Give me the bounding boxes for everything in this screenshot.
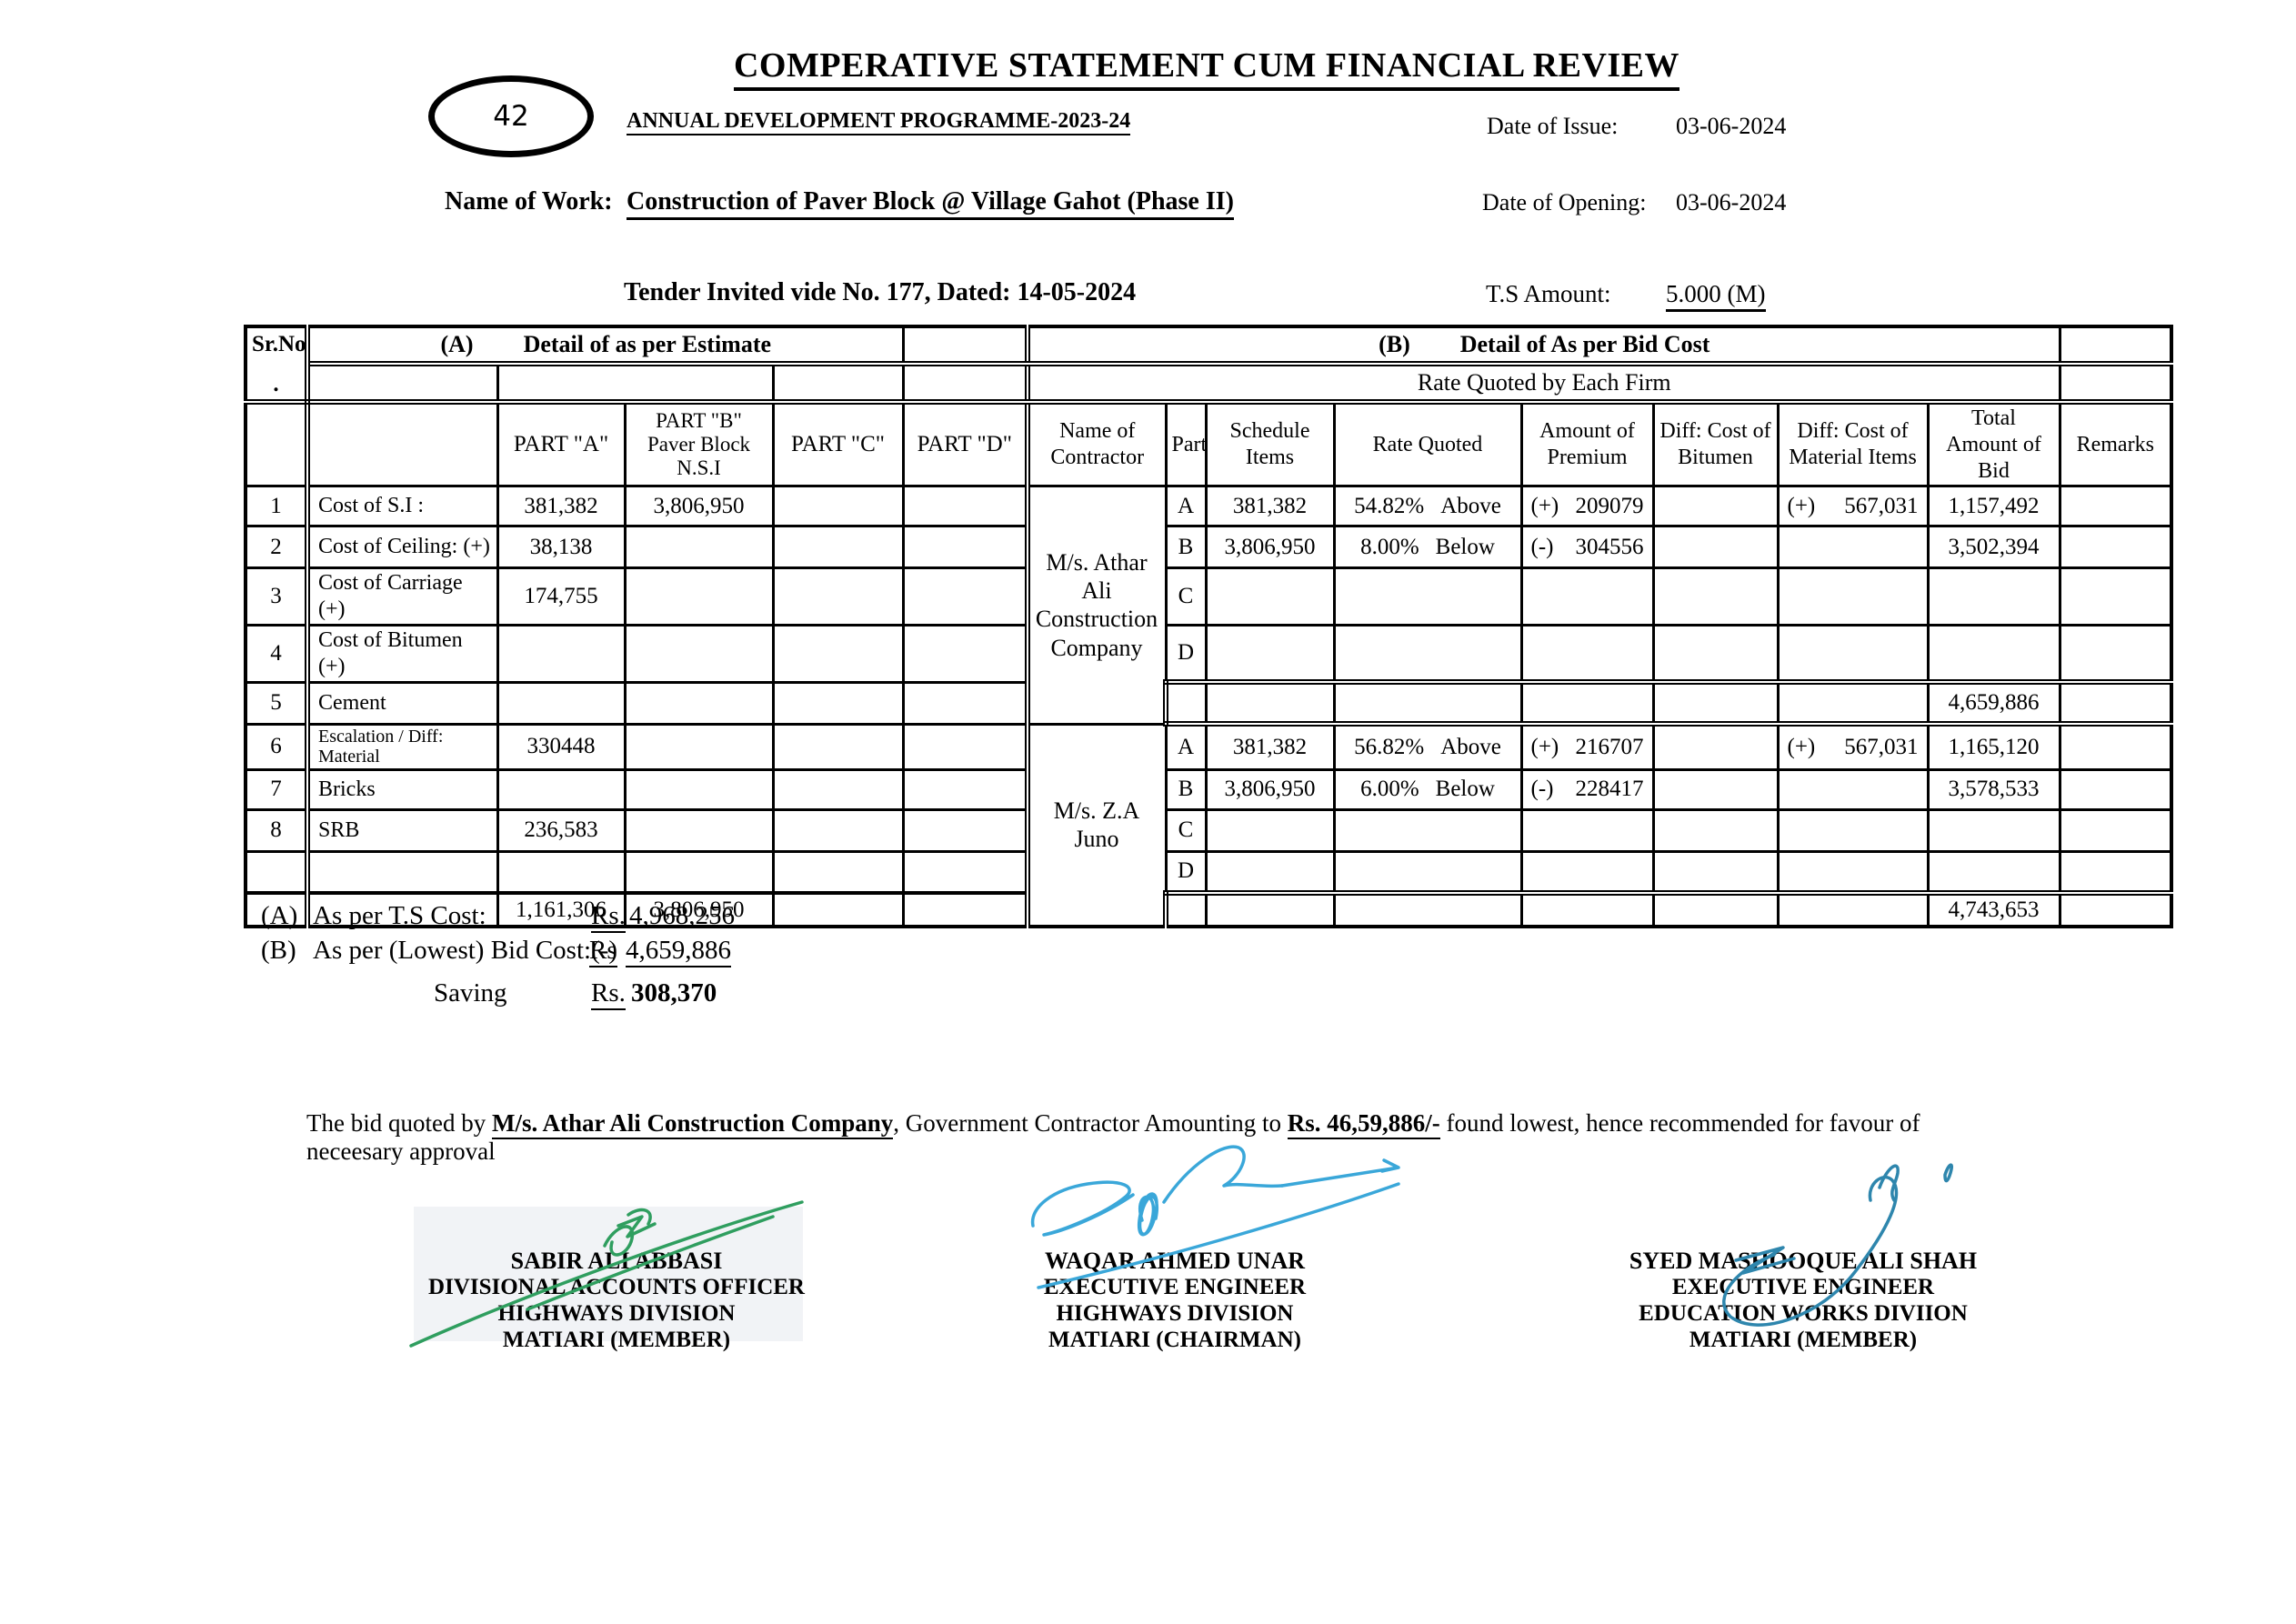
signatory-name: SABIR ALI ABBASI xyxy=(510,1248,723,1274)
signature-block-member-accounts: SABIR ALI ABBASI DIVISIONAL ACCOUNTS OFF… xyxy=(362,1248,871,1353)
signatory-division: EDUCATION WORKS DIVIION xyxy=(1639,1301,1968,1326)
section-b-header: (B) Detail of As per Bid Cost xyxy=(1025,325,2061,366)
col-part: Part xyxy=(1164,400,1208,488)
part-b-amount: 3,806,950 xyxy=(623,485,775,528)
date-of-opening-label: Date of Opening: xyxy=(1482,189,1647,216)
saving-value: 308,370 xyxy=(631,978,717,1007)
signature-block-chairman: WAQAR AHMED UNAR EXECUTIVE ENGINEER HIGH… xyxy=(920,1248,1429,1353)
summary-a-text: As per T.S Cost: xyxy=(313,901,486,930)
part-letter: A xyxy=(1164,485,1208,528)
section-a-header: (A) Detail of as per Estimate xyxy=(306,325,905,366)
diff-bitumen-value xyxy=(1651,485,1780,528)
signatory-name: WAQAR AHMED UNAR xyxy=(1045,1248,1305,1274)
page-number: 42 xyxy=(493,100,529,133)
saving-rs: Rs. xyxy=(591,978,626,1010)
page-title: COMPERATIVE STATEMENT CUM FINANCIAL REVI… xyxy=(570,45,1843,91)
page-title-text: COMPERATIVE STATEMENT CUM FINANCIAL REVI… xyxy=(733,46,1680,91)
rate-quoted-by-each-firm-header: Rate Quoted by Each Firm xyxy=(1025,362,2061,406)
header-row-columns: PART "A" PART "B" Paver Block N.S.I PART… xyxy=(244,400,2173,488)
section-spacer-cell xyxy=(901,325,1029,366)
table-row-grand-total: 1,161,306 3,806,950 4,743,653 xyxy=(244,890,2173,928)
col-part-d: PART "D" xyxy=(901,400,1029,488)
table-row: 8 SRB 236,583 C xyxy=(244,807,2173,853)
date-of-issue-label: Date of Issue: xyxy=(1487,113,1619,139)
ts-amount-label: T.S Amount: xyxy=(1486,280,1611,307)
total-bid-value: 1,157,492 xyxy=(1926,485,2061,528)
signatory-division: HIGHWAYS DIVISION xyxy=(1056,1301,1294,1326)
summary-b-tag: (B) xyxy=(261,936,296,965)
summary-a-tag: (A) xyxy=(261,901,298,930)
date-of-issue-value: 03-06-2024 xyxy=(1676,113,1787,139)
header-row-sections: Sr.No . (A) Detail of as per Estimate (B)… xyxy=(244,325,2173,405)
table-row: D xyxy=(244,849,2173,895)
col-diff-cost-of-bitumen: Diff: Cost of Bitumen xyxy=(1651,400,1780,488)
summary-a-rs: Rs. xyxy=(591,901,626,933)
signature-block-member-education: SYED MASHOOQUE ALI SHAH EXECUTIVE ENGINE… xyxy=(1549,1248,2058,1353)
diff-material-value: (+) 567,031 xyxy=(1776,485,1930,528)
table-row: 2 Cost of Ceiling: (+) 38,138 B 3,806,95… xyxy=(244,525,2173,570)
contractor-subtotal: 4,659,886 xyxy=(1926,679,2061,727)
table-row: 7 Bricks B 3,806,950 6.00% Below (-) 22841… xyxy=(244,767,2173,811)
saving-label: Saving xyxy=(434,978,507,1007)
signatory-role: MATIARI (CHAIRMAN) xyxy=(1048,1328,1301,1352)
table-row-subtotal: 5 Cement 4,659,886 xyxy=(244,679,2173,727)
signatory-role: MATIARI (MEMBER) xyxy=(502,1328,731,1352)
contractor-name: M/s. Athar Ali Construction Company xyxy=(1025,485,1168,726)
col-remarks: Remarks xyxy=(2058,400,2173,488)
summary-b-text: As per (Lowest) Bid Cost:(-) xyxy=(313,936,618,965)
col-part-b: PART "B" Paver Block N.S.I xyxy=(623,400,775,488)
rate-quoted-value: 54.82% Above xyxy=(1332,485,1523,528)
col-diff-cost-of-material: Diff: Cost of Material Items xyxy=(1776,400,1930,488)
header-row-rate-quoted: Rate Quoted by Each Firm xyxy=(246,362,2173,406)
table-row: 3 Cost of Carriage (+) 174,755 C xyxy=(244,566,2173,627)
col-part-c: PART "C" xyxy=(771,400,905,488)
tender-invited-line: Tender Invited vide No. 177, Dated: 14-0… xyxy=(624,278,1137,306)
page-number-badge: 42 xyxy=(428,75,594,157)
programme-heading: ANNUAL DEVELOPMENT PROGRAMME-2023-24 xyxy=(627,109,1131,135)
col-amount-of-premium: Amount of Premium xyxy=(1519,400,1655,488)
contractor-name: M/s. Z.A Juno xyxy=(1025,722,1168,928)
estimate-total-part-b: 3,806,950 xyxy=(623,891,775,928)
col-rate-quoted: Rate Quoted xyxy=(1332,400,1523,488)
date-of-opening-value: 03-06-2024 xyxy=(1676,189,1787,216)
remarks-cell xyxy=(2058,485,2173,528)
name-of-work-value: Construction of Paver Block @ Village Ga… xyxy=(627,187,1234,220)
signatory-role: MATIARI (MEMBER) xyxy=(1689,1328,1918,1352)
summary-a-value: 4,968,256 xyxy=(629,901,735,930)
comparative-statement-table: Sr.No . (A) Detail of as per Estimate (B)… xyxy=(244,325,2173,929)
name-of-work-label: Name of Work: xyxy=(445,187,613,216)
part-a-amount: 381,382 xyxy=(496,485,627,528)
ts-amount-value: 5.000 (M) xyxy=(1666,280,1766,312)
estimate-total-part-a: 1,161,306 xyxy=(496,891,627,928)
lowest-bid-amount: Rs. 46,59,886/- xyxy=(1287,1109,1440,1139)
col-name-of-contractor: Name of Contractor xyxy=(1025,400,1168,488)
signatory-title: EXECUTIVE ENGINEER xyxy=(1043,1275,1307,1299)
table-row: 4 Cost of Bitumen (+) D xyxy=(244,623,2173,684)
sr-cell: 1 xyxy=(244,485,310,528)
lowest-bidder-name: M/s. Athar Ali Construction Company xyxy=(491,1109,894,1139)
contractor-subtotal: 4,743,653 xyxy=(1926,890,2061,928)
signatory-division: HIGHWAYS DIVISION xyxy=(497,1301,736,1326)
signatory-name: SYED MASHOOQUE ALI SHAH xyxy=(1629,1248,1978,1274)
table-row: 6 Escalation / Diff: Material 330448 M/s… xyxy=(244,722,2173,928)
table-row: 1 Cost of S.I : 381,382 3,806,950 M/s. A… xyxy=(244,485,2173,726)
col-total-amount-of-bid: Total Amount of Bid xyxy=(1926,400,2061,488)
sr-no-header: Sr.No . xyxy=(244,325,310,405)
col-part-a: PART "A" xyxy=(496,400,627,488)
col-schedule-items: Schedule Items xyxy=(1204,400,1336,488)
summary-b-rs: Rs xyxy=(589,936,617,967)
summary-b-value: 4,659,886 xyxy=(626,936,731,967)
schedule-items-value: 381,382 xyxy=(1204,485,1336,528)
remarks-spacer-cell xyxy=(2058,325,2173,366)
signatory-title: DIVISIONAL ACCOUNTS OFFICER xyxy=(428,1275,805,1299)
premium-value: (+) 209079 xyxy=(1519,485,1655,528)
estimate-desc: Cost of S.I : xyxy=(306,485,499,528)
signatory-title: EXECUTIVE ENGINEER xyxy=(1671,1275,1935,1299)
recommendation-line: The bid quoted by M/s. Athar Ali Constru… xyxy=(306,1109,1920,1165)
